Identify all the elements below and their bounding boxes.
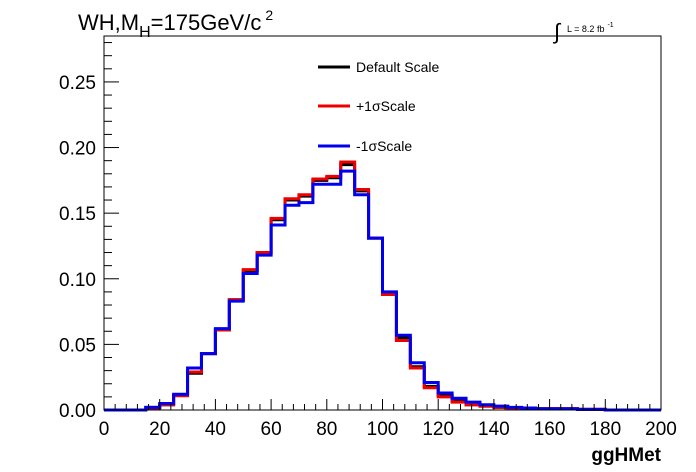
x-tick-label: 180 <box>589 419 621 440</box>
chart-title: WH,MH=175GeV/c 2 <box>78 7 273 41</box>
series-line-2 <box>104 169 661 412</box>
y-tick-label: 0.25 <box>59 73 96 94</box>
y-tick-label: 0.15 <box>59 204 96 225</box>
x-tick-label: 40 <box>205 419 226 440</box>
x-tick-label: 160 <box>534 419 566 440</box>
legend-entry: Default Scale <box>318 59 439 75</box>
legend-entry: +1σScale <box>318 98 416 114</box>
legend-label: +1σScale <box>356 98 416 114</box>
x-tick-label: 20 <box>149 419 170 440</box>
plot-frame <box>103 35 662 411</box>
x-tick-label: 200 <box>645 419 677 440</box>
y-tick-label: 0.10 <box>59 270 96 291</box>
legend: Default Scale +1σScale -1σScale <box>318 59 439 154</box>
y-tick-label: 0.05 <box>59 335 96 356</box>
series-layer <box>104 160 661 412</box>
x-axis-label: ggHMet <box>591 445 661 466</box>
x-tick-label: 60 <box>261 419 282 440</box>
x-tick-label: 80 <box>316 419 337 440</box>
axis-layer: 0 20 40 60 80 100 120 140 160 180 200 0.00 0.05 0.10 0… <box>59 42 677 440</box>
x-tick-label: 140 <box>478 419 510 440</box>
lumi-integral-symbol: ∫ <box>552 19 562 44</box>
x-tick-label: 100 <box>367 419 399 440</box>
legend-label: -1σScale <box>356 138 412 154</box>
y-tick-label: 0.00 <box>59 401 96 422</box>
x-tick-label: 0 <box>99 419 110 440</box>
legend-entry: -1σScale <box>318 138 412 154</box>
legend-label: Default Scale <box>356 59 439 75</box>
lumi-label: L = 8.2 fb -1 <box>567 22 614 34</box>
y-tick-label: 0.20 <box>59 139 96 160</box>
x-tick-label: 120 <box>422 419 454 440</box>
